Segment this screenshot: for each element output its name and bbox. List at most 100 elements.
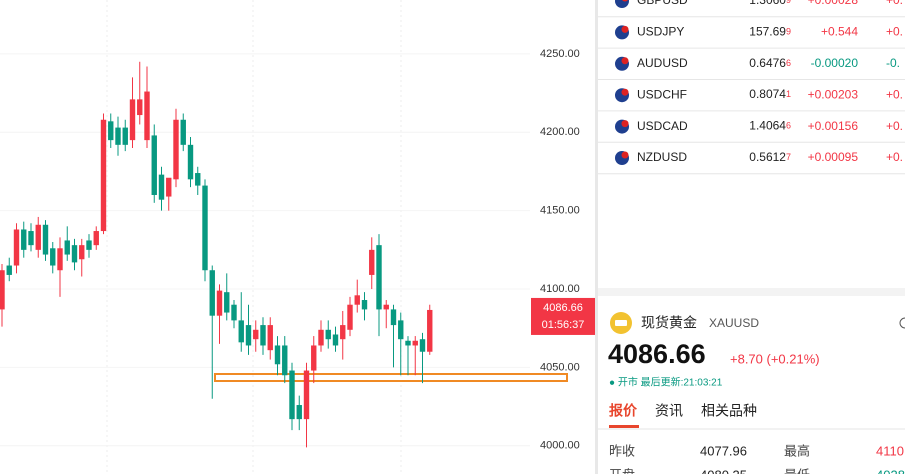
candle-body [224, 292, 230, 313]
y-tick-label: 4250.00 [540, 48, 580, 60]
price: 0.64766 [749, 56, 791, 70]
candle-body [209, 270, 215, 316]
candle-body [383, 304, 389, 310]
price: 157.699 [749, 25, 791, 39]
candle-body [296, 405, 302, 420]
y-tick-label: 4200.00 [540, 126, 580, 138]
stat-cell: 4080.35 [700, 467, 747, 474]
flag-icon-inner [621, 57, 629, 65]
candle-body [173, 119, 179, 180]
candle-body [318, 329, 324, 346]
price-pip: 9 [786, 0, 791, 5]
candle-body [311, 345, 317, 371]
watch-row[interactable]: AUDUSD 0.64766 -0.00020 -0. [598, 56, 905, 80]
candle-body [412, 340, 418, 346]
candle-body [122, 127, 128, 145]
candle-body [100, 119, 107, 232]
panel-gap [598, 288, 905, 296]
candle-body [35, 224, 41, 250]
y-tick-label: 4050.00 [540, 361, 580, 373]
candle-body [361, 300, 368, 310]
candle-body [57, 248, 63, 271]
stat-cell: 4077.96 [700, 443, 747, 458]
y-tick-label: 4100.00 [540, 283, 580, 295]
change: +0.544 [821, 25, 858, 39]
symbol: USDCHF [637, 87, 687, 101]
candle-body [166, 177, 172, 197]
gold-icon-bar [615, 320, 627, 326]
candle-body [340, 325, 346, 340]
candle-body [151, 135, 157, 195]
tab[interactable]: 报价 [609, 403, 638, 419]
candle-body [354, 295, 360, 305]
price: 1.30609 [749, 0, 791, 7]
candle-body [369, 249, 375, 275]
watch-row[interactable]: GBPUSD 1.30609 +0.00028 +0. [598, 0, 905, 18]
watch-row[interactable]: USDCHF 0.80741 +0.00203 +0. [598, 87, 905, 112]
candle-body [28, 231, 34, 246]
candle-body [282, 345, 288, 376]
tab[interactable]: 资讯 [655, 403, 683, 419]
candle-body [419, 339, 426, 352]
candle-body [332, 334, 339, 346]
candle-body [202, 185, 208, 271]
y-tick-label: 4150.00 [540, 205, 580, 217]
candle-body [267, 325, 273, 351]
candle-body [129, 99, 136, 141]
quote-name: 现货黄金 [641, 315, 697, 331]
price: 0.56127 [749, 150, 791, 164]
candle-body [93, 231, 99, 246]
stat-cell: 4110 [876, 443, 904, 458]
y-tick-label: 4000.00 [540, 440, 580, 452]
candle-body [6, 265, 12, 275]
tab[interactable]: 相关品种 [701, 403, 757, 419]
countdown: 01:56:37 [542, 319, 585, 331]
symbol: GBPUSD [637, 0, 688, 7]
symbol: AUDUSD [637, 56, 688, 70]
price-tag [531, 297, 595, 335]
price-pip: 6 [786, 121, 791, 131]
candle-body [71, 245, 78, 263]
divider [595, 0, 598, 474]
candle-body [86, 240, 92, 250]
watch-row[interactable]: USDCAD 1.40646 +0.00156 +0. [598, 119, 905, 143]
candle-body [115, 127, 121, 145]
stat-cell: 4038 [876, 467, 905, 474]
candle-body [405, 340, 411, 346]
candle-body [390, 309, 397, 326]
zone-box [214, 373, 568, 382]
stat-cell: 开盘 [609, 467, 635, 474]
side-icon [899, 317, 905, 329]
symbol: USDJPY [637, 25, 684, 39]
candle-body [325, 329, 331, 340]
candle-body [137, 99, 143, 116]
price-tag-value: 4086.66 [543, 302, 583, 314]
flag-icon [615, 0, 629, 8]
candle-body [195, 173, 201, 186]
change: +0.00095 [808, 150, 859, 164]
candle-body [231, 304, 237, 321]
watch-row[interactable]: NZDUSD 0.56127 +0.00095 +0. [598, 150, 905, 175]
change-pct: +0. [886, 25, 903, 39]
price-main: 157.69 [749, 25, 786, 39]
candle-body [144, 91, 150, 141]
candle-body [260, 325, 266, 346]
quote-price: 4086.66 [608, 339, 706, 369]
candle-body [398, 320, 404, 340]
price-main: 1.3060 [749, 0, 786, 7]
flag-icon-inner [622, 0, 628, 2]
price-main: 0.5612 [749, 150, 786, 164]
quote-symbol: XAUUSD [709, 316, 759, 330]
candle-body [376, 245, 382, 310]
change-pct: +0. [886, 119, 903, 133]
change: +0.00156 [808, 119, 859, 133]
change-pct: +0. [886, 0, 903, 7]
price-pip: 9 [786, 27, 791, 37]
watch-row[interactable]: USDJPY 157.699 +0.544 +0. [598, 25, 905, 49]
flag-icon-inner [621, 25, 629, 33]
symbol: NZDUSD [637, 150, 687, 164]
flag-icon-inner [621, 120, 629, 128]
stat-cell: 昨收 [609, 443, 635, 458]
symbol: USDCAD [637, 119, 688, 133]
candle-body [42, 224, 49, 255]
